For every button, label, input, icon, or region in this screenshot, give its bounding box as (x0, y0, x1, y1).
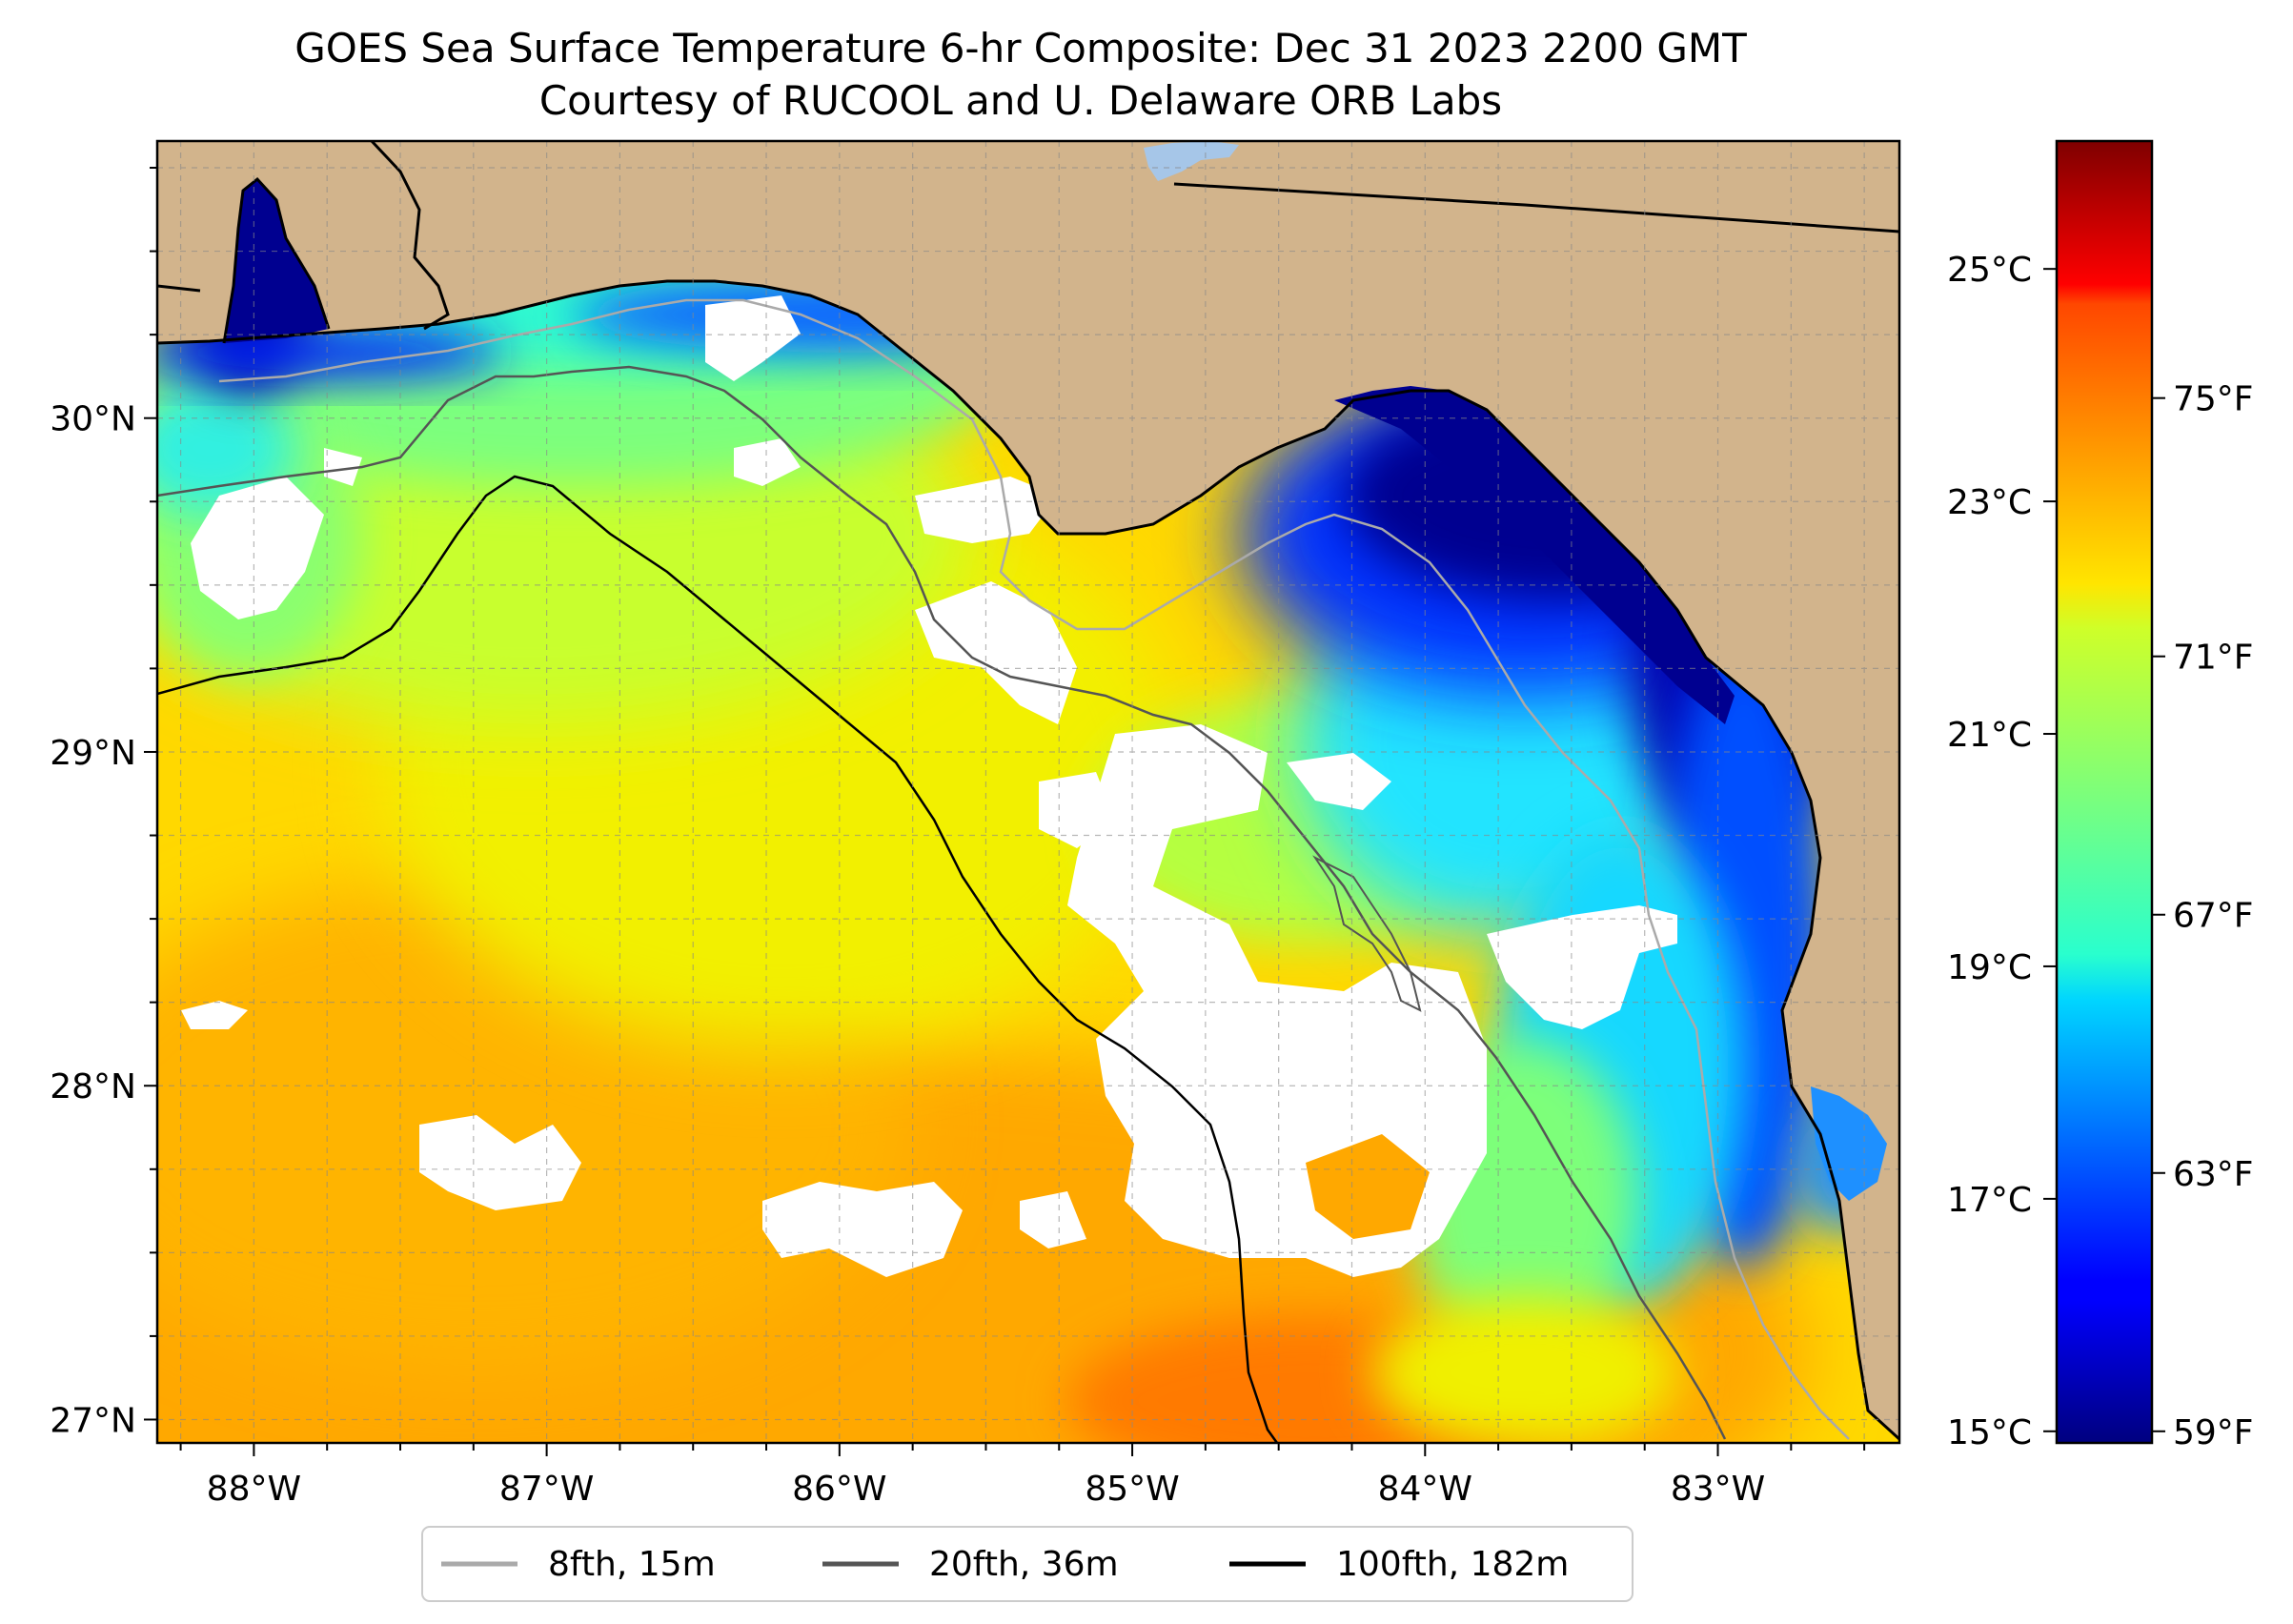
map-frame (155, 139, 1901, 1445)
y-tick-label: 30°N (50, 400, 136, 439)
fahrenheit-tick-label: 63°F (2173, 1155, 2254, 1194)
colorbar-gradient (2055, 139, 2154, 1445)
x-tick-label: 87°W (499, 1470, 594, 1509)
x-tick-label: 86°W (792, 1470, 886, 1509)
figure-subtitle: Courtesy of RUCOOL and U. Delaware ORB L… (539, 77, 1502, 124)
sst-yellow-southeast (1372, 1296, 1677, 1443)
fahrenheit-tick-label: 59°F (2173, 1413, 2254, 1452)
fahrenheit-tick-label: 67°F (2173, 897, 2254, 936)
x-tick-label: 85°W (1085, 1470, 1179, 1509)
land-mass (157, 141, 1899, 1439)
colorbar-celsius-ticks: 15°C 17°C 19°C 21°C 23°C 25°C (1947, 251, 2057, 1452)
contour-20fth (157, 365, 1727, 1440)
celsius-tick-label: 23°C (1947, 483, 2032, 522)
celsius-tick-label: 17°C (1947, 1181, 2032, 1220)
contour-100fth (157, 475, 1279, 1443)
y-tick-label: 27°N (50, 1401, 136, 1440)
legend-label: 20fth, 36m (929, 1545, 1119, 1584)
x-tick-label: 83°W (1671, 1470, 1765, 1509)
contour-20fth-bigbend-islands (1312, 855, 1422, 1012)
y-axis: 30°N 29°N 28°N 27°N (50, 167, 157, 1440)
fahrenheit-tick-label: 71°F (2173, 639, 2254, 678)
x-axis: 88°W 87°W 86°W 85°W 84°W 83°W (179, 1443, 1866, 1509)
celsius-tick-label: 25°C (1947, 251, 2032, 290)
legend-label: 100fth, 182m (1336, 1545, 1569, 1584)
cloud-mask (157, 286, 1677, 1277)
x-tick-label: 88°W (207, 1470, 301, 1509)
state-border-tx-al (157, 284, 201, 293)
state-border-al-fl (370, 141, 450, 331)
colorbar-fahrenheit-ticks: 59°F 63°F 67°F 71°F 75°F (2152, 380, 2254, 1452)
contour-8fth (218, 298, 1850, 1440)
legend-label: 8fth, 15m (548, 1545, 716, 1584)
legend: 8fth, 15m 20fth, 36m 100fth, 182m (421, 1526, 1634, 1602)
mobile-bay-water (224, 179, 329, 343)
celsius-tick-label: 19°C (1947, 948, 2032, 987)
x-tick-label: 84°W (1378, 1470, 1472, 1509)
y-tick-label: 29°N (50, 734, 136, 773)
bigbend-coast-water (1334, 386, 1735, 724)
coastline (157, 141, 1899, 1441)
lake (1144, 141, 1239, 181)
bathymetry-contours (157, 298, 1850, 1443)
colorbar: 15°C 17°C 19°C 21°C 23°C 25°C 59°F 63°F 67°F 71°… (1947, 139, 2254, 1452)
celsius-tick-label: 15°C (1947, 1413, 2032, 1452)
figure-title: GOES Sea Surface Temperature 6-hr Compos… (294, 25, 1747, 71)
fahrenheit-tick-label: 75°F (2173, 380, 2254, 419)
y-tick-label: 28°N (50, 1067, 136, 1106)
map-panel (157, 141, 1899, 1443)
state-border-ga-fl (1173, 182, 1899, 233)
gridlines (157, 141, 1899, 1443)
celsius-tick-label: 21°C (1947, 716, 2032, 755)
legend-box (421, 1526, 1634, 1602)
